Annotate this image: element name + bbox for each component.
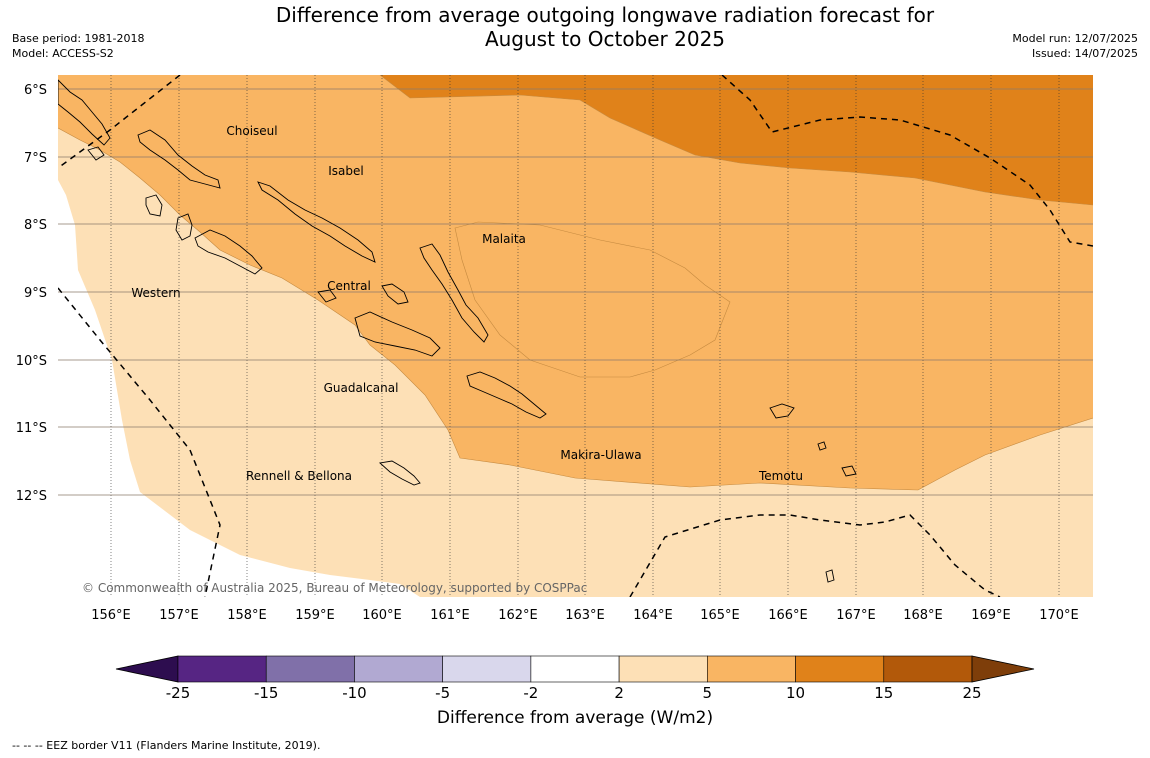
- eez-legend-note: -- -- -- EEZ border V11 (Flanders Marine…: [12, 739, 321, 752]
- title-line-1: Difference from average outgoing longwav…: [275, 3, 935, 27]
- latitude-gridlines: [58, 88, 1093, 496]
- new-georgia-island: [175, 213, 193, 241]
- lon-label: 157°E: [159, 608, 199, 623]
- vella-lavella-island: [145, 194, 163, 217]
- colorbar-extension-high: [971, 655, 1035, 683]
- bougainville-coast: [58, 79, 111, 146]
- santa-cruz-islands: [769, 403, 795, 419]
- colorbar-tick-label: 10: [786, 684, 805, 702]
- makira-island: [466, 371, 547, 419]
- lon-label: 169°E: [971, 608, 1011, 623]
- label-temotu: Temotu: [758, 469, 803, 483]
- lon-label: 167°E: [836, 608, 876, 623]
- label-central: Central: [327, 279, 371, 293]
- longitude-gridlines: [110, 75, 1060, 597]
- colorbar-segment: [707, 655, 796, 683]
- western-islands: [194, 229, 263, 275]
- label-isabel: Isabel: [328, 164, 363, 178]
- label-malaita: Malaita: [482, 232, 526, 246]
- rennell-island: [379, 460, 421, 486]
- map-plot-area: Choiseul Isabel Malaita Western Central …: [58, 75, 1093, 597]
- tikopia-island: [817, 441, 827, 451]
- label-guadalcanal: Guadalcanal: [324, 381, 399, 395]
- title-line-2: August to October 2025: [484, 27, 726, 51]
- colorbar-segment: [883, 655, 973, 683]
- colorbar-tick-label: -2: [523, 684, 538, 702]
- lon-label: 170°E: [1039, 608, 1079, 623]
- province-labels: Choiseul Isabel Malaita Western Central …: [131, 124, 803, 483]
- lon-label: 163°E: [565, 608, 605, 623]
- label-rennell-bellona: Rennell & Bellona: [246, 469, 352, 483]
- metadata-right: Model run: 12/07/2025 Issued: 14/07/2025: [1012, 31, 1138, 61]
- russell-islands: [381, 283, 409, 305]
- colorbar-segment: [442, 655, 532, 683]
- lat-label: 7°S: [24, 151, 47, 166]
- colorbar-segment: [795, 655, 885, 683]
- lon-label: 162°E: [498, 608, 538, 623]
- lon-label: 166°E: [768, 608, 808, 623]
- model-name: Model: ACCESS-S2: [12, 47, 114, 60]
- colorbar-tick-label: 5: [703, 684, 713, 702]
- lat-label: 10°S: [16, 354, 47, 369]
- lat-label: 12°S: [16, 489, 47, 504]
- issued-date: Issued: 14/07/2025: [1031, 47, 1138, 60]
- label-makira-ulawa: Makira-Ulawa: [560, 448, 641, 462]
- no-data-lower-left: [58, 180, 420, 597]
- model-run-date: Model run: 12/07/2025: [1012, 32, 1138, 45]
- colorbar-segment: [530, 655, 620, 683]
- lat-label: 6°S: [24, 83, 47, 98]
- lon-label: 164°E: [633, 608, 673, 623]
- lon-label: 156°E: [91, 608, 131, 623]
- longitude-labels: 156°E 157°E 158°E 159°E 160°E 161°E 162°…: [91, 608, 1079, 623]
- colorbar-extension-low: [115, 655, 179, 683]
- contour-lines: [58, 75, 1093, 491]
- colorbar-title: Difference from average (W/m2): [436, 708, 714, 728]
- map-title: Difference from average outgoing longwav…: [150, 3, 1060, 51]
- colorbar-tick-label: -15: [254, 684, 279, 702]
- label-western: Western: [131, 286, 180, 300]
- anuta-island: [825, 569, 835, 583]
- isabel-island: [257, 181, 376, 263]
- coastlines: [58, 79, 857, 583]
- anomaly-5-to-10-region: [58, 75, 1093, 490]
- colorbar-segment: [354, 655, 443, 683]
- lon-label: 168°E: [903, 608, 943, 623]
- colorbar-segment: [177, 655, 267, 683]
- colorbar-tick-label: 2: [614, 684, 624, 702]
- colorbar: -25 -15 -10 -5 -2 2 5 10 15 25: [115, 655, 1035, 702]
- lon-label: 160°E: [362, 608, 402, 623]
- florida-islands: [317, 289, 337, 303]
- colorbar-tick-label: 25: [962, 684, 981, 702]
- lon-label: 161°E: [430, 608, 470, 623]
- lat-label: 8°S: [24, 218, 47, 233]
- temotu-island: [841, 465, 857, 477]
- lat-label: 9°S: [24, 286, 47, 301]
- lon-label: 158°E: [227, 608, 267, 623]
- colorbar-tick-label: -10: [342, 684, 367, 702]
- malaita-island: [419, 243, 489, 343]
- eez-border: [58, 75, 1093, 597]
- lon-label: 165°E: [700, 608, 740, 623]
- label-choiseul: Choiseul: [226, 124, 277, 138]
- latitude-labels: 6°S 7°S 8°S 9°S 10°S 11°S 12°S: [16, 83, 47, 504]
- colorbar-tick-label: 15: [874, 684, 893, 702]
- colorbar-segment: [265, 655, 355, 683]
- copyright-notice: © Commonwealth of Australia 2025, Bureau…: [82, 581, 587, 595]
- lat-label: 11°S: [16, 421, 47, 436]
- lon-label: 159°E: [295, 608, 335, 623]
- colorbar-tick-label: -5: [435, 684, 450, 702]
- colorbar-segment: [618, 655, 708, 683]
- anomaly-10-to-15-region: [380, 75, 1093, 205]
- base-period: Base period: 1981-2018: [12, 32, 145, 45]
- colorbar-tick-label: -25: [166, 684, 191, 702]
- choiseul-island: [137, 129, 221, 189]
- shortland-islands: [87, 146, 105, 161]
- metadata-left: Base period: 1981-2018 Model: ACCESS-S2: [12, 31, 144, 61]
- guadalcanal-island: [354, 311, 441, 357]
